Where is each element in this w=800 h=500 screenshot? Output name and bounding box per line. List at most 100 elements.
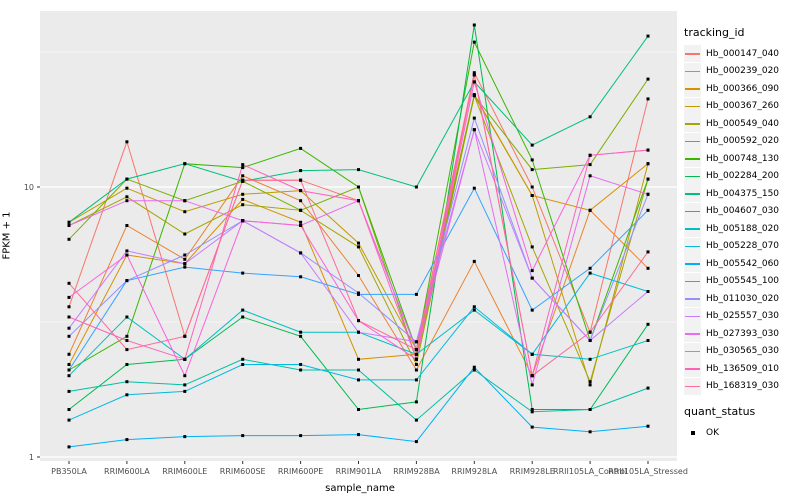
legend-item-Hb_002284_200: Hb_002284_200 <box>684 167 800 186</box>
data-point <box>125 140 129 144</box>
legend-key-line-icon <box>684 220 701 238</box>
data-point <box>646 177 650 181</box>
data-point <box>414 185 418 189</box>
data-point <box>530 383 534 387</box>
data-point <box>125 199 129 203</box>
data-point <box>646 34 650 38</box>
data-point <box>530 374 534 378</box>
data-point <box>530 245 534 249</box>
data-point <box>646 97 650 101</box>
data-point <box>125 334 129 338</box>
x-tick-label: RRIM901LA <box>336 467 382 476</box>
data-point <box>125 363 129 366</box>
data-point <box>646 266 650 270</box>
data-point <box>183 262 187 266</box>
data-point <box>241 271 245 275</box>
legend-label: Hb_004607_030 <box>706 206 780 217</box>
data-point <box>646 386 650 390</box>
data-point <box>357 368 360 372</box>
data-point <box>646 148 650 152</box>
data-point <box>357 274 360 277</box>
data-point <box>357 378 360 382</box>
legend-label: Hb_000366_090 <box>706 83 780 94</box>
data-point <box>472 40 476 44</box>
data-point <box>125 438 129 442</box>
data-point <box>241 434 245 438</box>
legend-item-Hb_000748_130: Hb_000748_130 <box>684 150 800 168</box>
data-point <box>588 266 592 270</box>
data-point <box>530 308 534 312</box>
data-point <box>125 177 129 181</box>
data-point <box>588 271 592 275</box>
data-point <box>472 308 476 312</box>
data-point <box>357 330 360 334</box>
y-axis-title: FPKM + 1 <box>1 211 13 260</box>
data-point <box>530 168 534 172</box>
x-tick-label: RRII105LA_Stressed <box>608 467 688 476</box>
legend-label: Hb_000549_040 <box>706 118 780 129</box>
data-point <box>125 195 129 199</box>
data-point <box>241 163 245 167</box>
data-point <box>183 162 187 166</box>
data-point <box>414 440 418 444</box>
data-point <box>299 251 303 255</box>
data-point <box>588 163 592 167</box>
legend-label: Hb_002284_200 <box>706 171 780 182</box>
legend-item-Hb_027393_030: Hb_027393_030 <box>684 325 800 343</box>
legend-label: Hb_000147_040 <box>706 48 780 59</box>
data-point <box>67 363 71 366</box>
legend-label: Hb_005188_020 <box>706 223 780 234</box>
data-point <box>67 374 71 378</box>
x-tick-label: RRIM600SE <box>220 467 266 476</box>
data-point <box>414 357 418 361</box>
legend-item-Hb_025557_030: Hb_025557_030 <box>684 307 800 326</box>
data-point <box>183 232 187 236</box>
data-point <box>530 194 534 197</box>
data-point <box>67 224 71 227</box>
data-point <box>530 269 534 273</box>
data-point <box>646 290 650 293</box>
legend-items: Hb_000147_040 Hb_000239_020 Hb_000366_090 H… <box>684 45 800 395</box>
data-point <box>357 408 360 411</box>
x-tick-label: RRII105LA_Control <box>553 467 627 476</box>
x-tick-label: RRIM600PE <box>278 467 324 476</box>
data-point <box>67 305 71 309</box>
legend-item-Hb_000549_040: Hb_000549_040 <box>684 115 800 133</box>
data-point <box>299 146 303 150</box>
data-point <box>67 368 71 372</box>
legend-label: Hb_025557_030 <box>706 311 780 322</box>
data-point <box>241 178 245 182</box>
data-point <box>67 326 71 330</box>
data-point <box>472 23 476 27</box>
data-point <box>588 357 592 361</box>
data-point <box>646 250 650 254</box>
data-point <box>472 128 476 132</box>
legend-key-line-icon <box>684 377 701 395</box>
data-point <box>67 334 71 338</box>
legend-label: Hb_030565_030 <box>706 346 780 357</box>
data-point <box>357 199 360 203</box>
data-point <box>646 208 650 212</box>
data-point <box>530 410 534 414</box>
data-point <box>183 383 187 387</box>
data-point <box>414 340 418 344</box>
legend-item-Hb_004607_030: Hb_004607_030 <box>684 202 800 221</box>
data-point <box>414 352 418 356</box>
data-point <box>588 174 592 178</box>
data-point <box>472 80 476 84</box>
legend-label: Hb_000239_020 <box>706 66 780 77</box>
legend-item-Hb_136509_010: Hb_136509_010 <box>684 360 800 378</box>
data-point <box>67 295 71 299</box>
legend-item-Hb_005228_070: Hb_005228_070 <box>684 237 800 256</box>
legend-item-Hb_000592_020: Hb_000592_020 <box>684 132 800 151</box>
data-point <box>67 389 71 393</box>
data-point <box>241 315 245 319</box>
data-point <box>357 433 360 437</box>
x-tick-label: RRIM600LA <box>104 467 150 476</box>
legend-label: Hb_000592_020 <box>706 136 780 147</box>
data-point <box>125 224 129 227</box>
y-tick-label: 1 <box>29 453 34 462</box>
data-point <box>67 408 71 411</box>
plot-panel <box>40 11 677 461</box>
